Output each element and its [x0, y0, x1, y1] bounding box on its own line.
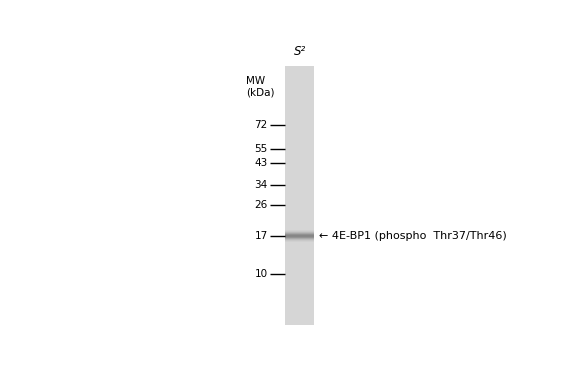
Text: S²: S² — [293, 45, 306, 59]
Text: ← 4E-BP1 (phospho  Thr37/Thr46): ← 4E-BP1 (phospho Thr37/Thr46) — [318, 231, 506, 241]
Text: 55: 55 — [254, 144, 268, 154]
Text: 10: 10 — [254, 269, 268, 279]
Text: MW
(kDa): MW (kDa) — [246, 76, 275, 98]
Text: 17: 17 — [254, 231, 268, 241]
Text: 72: 72 — [254, 121, 268, 130]
Text: 34: 34 — [254, 180, 268, 190]
Text: 43: 43 — [254, 158, 268, 168]
Bar — [285, 66, 314, 325]
Text: 26: 26 — [254, 200, 268, 211]
